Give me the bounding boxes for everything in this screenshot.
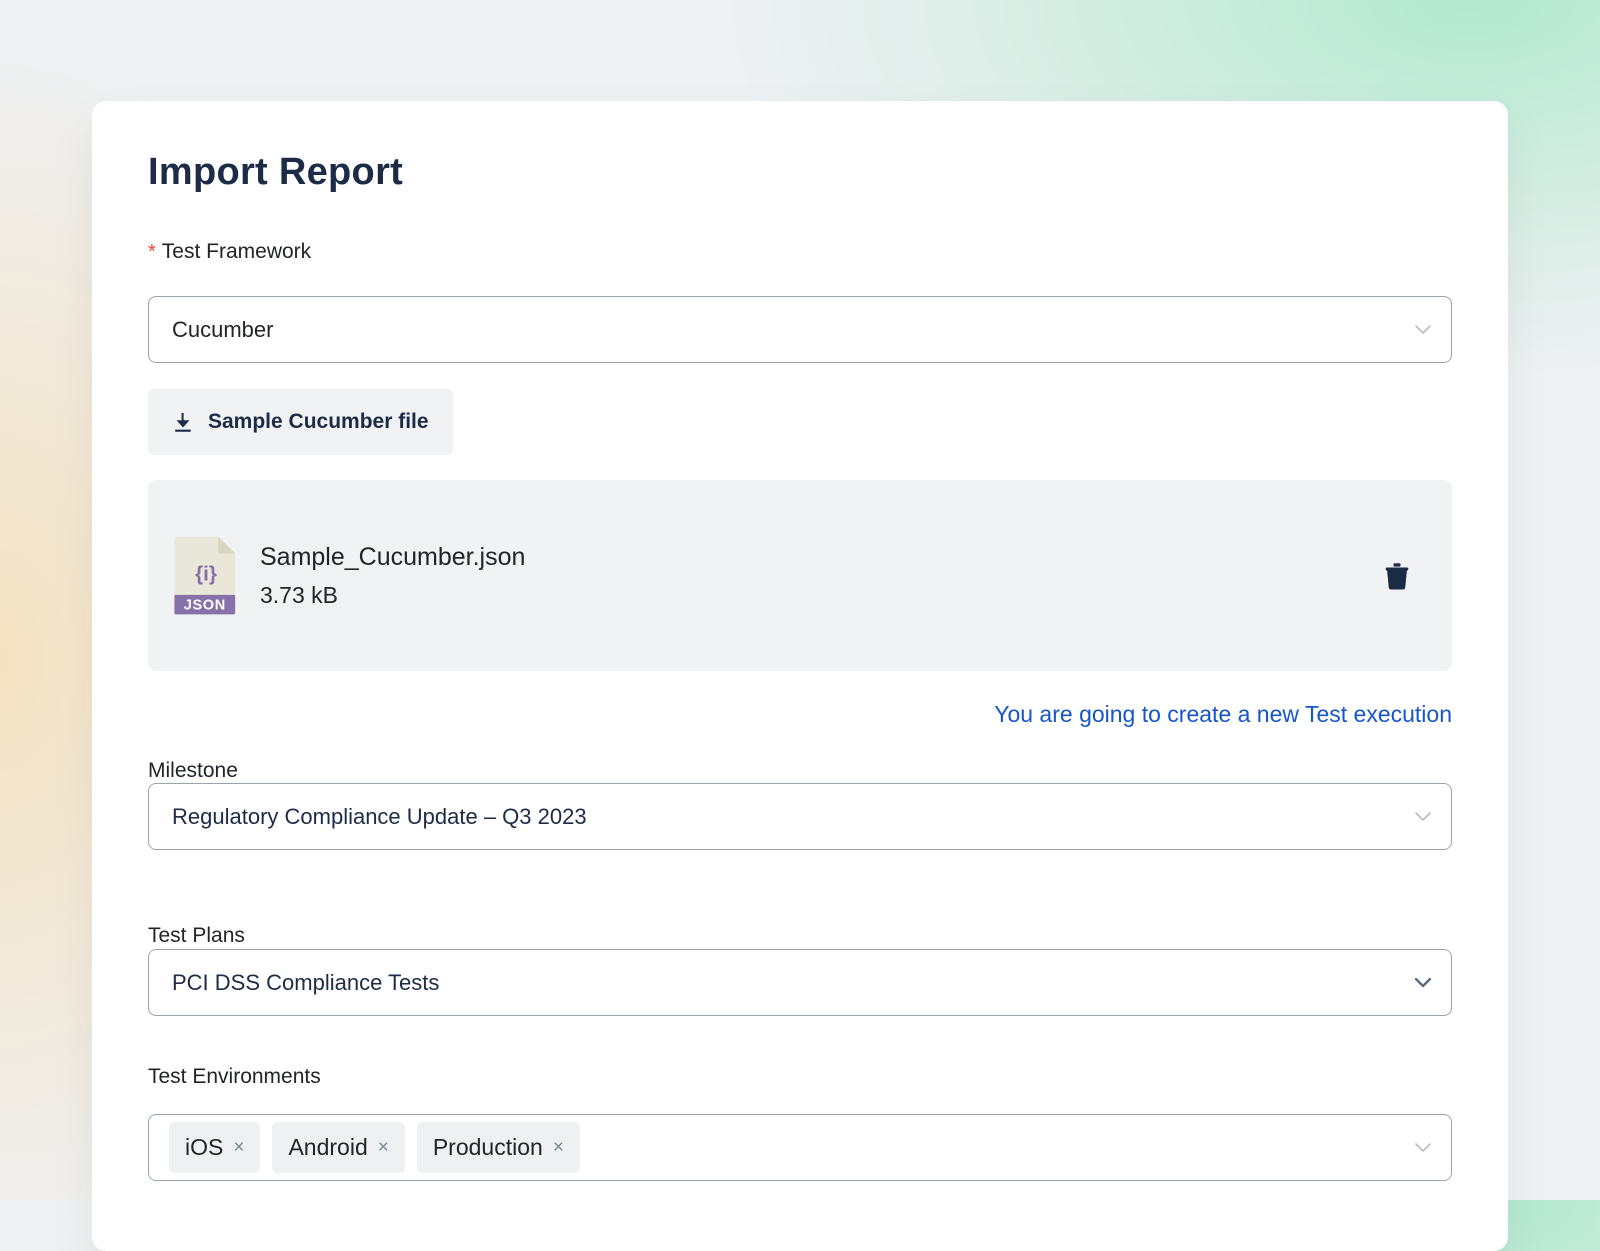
svg-text:{i}: {i} [195,562,217,585]
svg-text:JSON: JSON [184,598,226,614]
